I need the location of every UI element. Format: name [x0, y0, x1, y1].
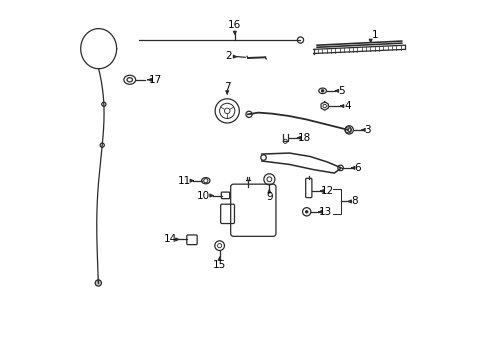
Text: 7: 7	[224, 82, 230, 93]
Circle shape	[320, 89, 324, 93]
Text: 3: 3	[364, 125, 370, 135]
Text: 11: 11	[178, 176, 191, 186]
Text: 2: 2	[225, 51, 232, 61]
Text: 10: 10	[197, 190, 210, 201]
Text: 6: 6	[353, 163, 360, 173]
Text: 5: 5	[337, 86, 344, 96]
Text: 8: 8	[350, 197, 357, 206]
Text: 12: 12	[320, 186, 333, 196]
Circle shape	[305, 210, 308, 213]
Circle shape	[95, 280, 101, 286]
Text: 4: 4	[344, 101, 351, 111]
Text: 14: 14	[163, 234, 177, 244]
Text: 17: 17	[149, 75, 162, 85]
Text: 1: 1	[371, 30, 377, 40]
Text: 13: 13	[318, 207, 331, 217]
Text: 16: 16	[228, 20, 241, 30]
Text: 15: 15	[213, 260, 226, 270]
Text: 18: 18	[297, 133, 311, 143]
Text: 9: 9	[265, 192, 272, 202]
